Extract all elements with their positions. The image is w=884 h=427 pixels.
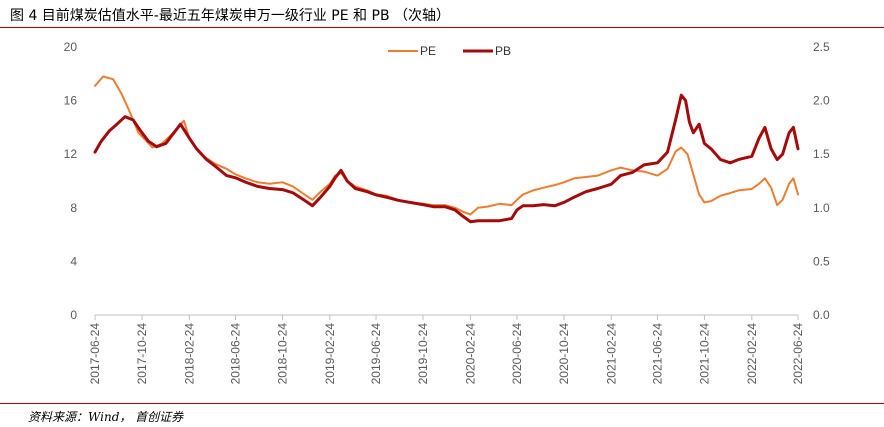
x-tick-label: 2018-10-24 (275, 323, 289, 385)
x-tick-label: 2019-10-24 (416, 323, 430, 385)
source-rule (0, 403, 884, 404)
y-left-tick-label: 16 (64, 94, 78, 108)
x-tick-label: 2022-06-24 (791, 323, 805, 385)
legend-label-pb: PB (495, 44, 511, 58)
x-tick-label: 2022-02-24 (745, 323, 759, 385)
y-right-tick-label: 0.5 (813, 254, 830, 268)
figure-title: 图 4 目前煤炭估值水平-最近五年煤炭申万一级行业 PE 和 PB （次轴） (10, 8, 450, 24)
x-tick-label: 2017-06-24 (88, 323, 102, 385)
series-line-pe (94, 75, 799, 216)
y-right-tick-label: 2.0 (813, 94, 830, 108)
x-tick-label: 2018-06-24 (229, 323, 243, 385)
title-rule (0, 27, 884, 28)
series-line-pb (93, 93, 800, 224)
legend-label-pe: PE (420, 44, 436, 58)
y-right-tick-label: 2.5 (813, 40, 830, 54)
x-tick-label: 2019-02-24 (323, 323, 337, 385)
x-tick-label: 2021-10-24 (697, 323, 711, 385)
y-left-tick-label: 0 (70, 308, 77, 322)
x-tick-label: 2017-10-24 (135, 323, 149, 385)
x-tick-label: 2019-06-24 (369, 323, 383, 385)
y-right-tick-label: 0.0 (813, 308, 830, 322)
chart-svg: 0 4 8 12 16 20 0.0 0.5 1.0 1.5 2.0 2.5 2017-06-24 201… (64, 40, 830, 385)
y-left-tick-label: 4 (70, 254, 77, 268)
y-left-tick-label: 8 (70, 201, 77, 215)
x-tick-label: 2021-02-24 (604, 323, 618, 385)
source-note: 资料来源：Wind， 首创证券 (28, 410, 184, 424)
y-right-tick-label: 1.5 (813, 147, 830, 161)
y-left-tick-label: 12 (64, 147, 78, 161)
x-tick-label: 2021-06-24 (650, 323, 664, 385)
y-right-tick-label: 1.0 (813, 201, 830, 215)
x-tick-label: 2020-02-24 (463, 323, 477, 385)
x-tick-label: 2020-10-24 (557, 323, 571, 385)
x-tick-label: 2018-02-24 (182, 323, 196, 385)
y-left-tick-label: 20 (64, 40, 78, 54)
x-tick-label: 2020-06-24 (510, 323, 524, 385)
